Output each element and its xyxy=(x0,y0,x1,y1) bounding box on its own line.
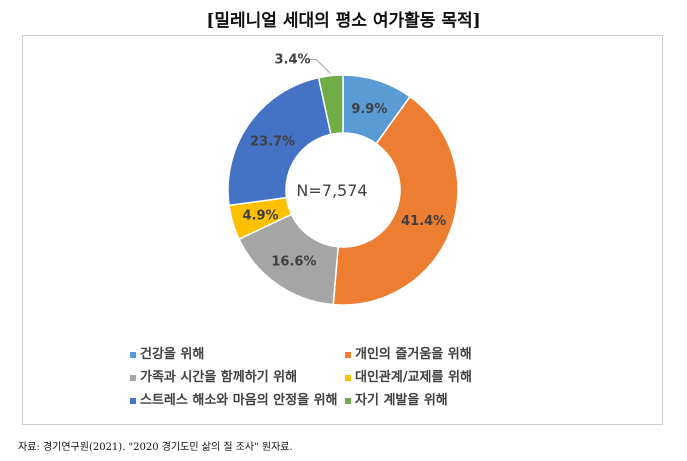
data-label-3: 4.9% xyxy=(243,208,279,223)
legend-label: 대인관계/교제를 위해 xyxy=(355,370,472,385)
legend-item-5: 자기 계발을 위해 xyxy=(345,389,448,408)
leader-line-5 xyxy=(308,59,331,75)
chart-frame xyxy=(22,35,663,425)
legend-label: 건강을 위해 xyxy=(140,347,205,362)
legend-item-3: 대인관계/교제를 위해 xyxy=(345,366,472,385)
legend-swatch xyxy=(130,397,136,404)
legend-item-4: 스트레스 해소와 마음의 안정을 위해 xyxy=(130,389,338,408)
slice-4 xyxy=(227,76,332,207)
legend-label: 가족과 시간을 함께하기 위해 xyxy=(140,370,298,385)
source-note: 자료: 경기연구원(2021). "2020 경기도민 삶의 질 조사" 원자료… xyxy=(18,442,293,453)
slice-1 xyxy=(332,95,459,306)
legend-swatch xyxy=(130,351,136,358)
legend-label: 스트레스 해소와 마음의 안정을 위해 xyxy=(140,393,338,408)
legend-label: 개인의 즐거움을 위해 xyxy=(355,347,472,362)
center-label: N=7,574 xyxy=(296,181,367,200)
data-label-5: 3.4% xyxy=(274,53,310,68)
legend-item-0: 건강을 위해 xyxy=(130,343,204,362)
legend-label: 자기 계발을 위해 xyxy=(355,393,448,408)
legend-swatch xyxy=(130,374,136,381)
slice-5 xyxy=(317,74,344,136)
data-label-4: 23.7% xyxy=(250,135,295,150)
legend-swatch xyxy=(345,351,351,358)
data-label-0: 9.9% xyxy=(351,102,387,117)
legend-swatch xyxy=(345,397,351,404)
legend-item-2: 가족과 시간을 함께하기 위해 xyxy=(130,366,297,385)
legend-item-1: 개인의 즐거움을 위해 xyxy=(345,343,472,362)
data-label-2: 16.6% xyxy=(271,255,316,270)
legend-swatch xyxy=(345,374,351,381)
data-label-1: 41.4% xyxy=(401,214,446,229)
chart-title: [밀레니얼 세대의 평소 여가활동 목적] xyxy=(206,11,481,31)
